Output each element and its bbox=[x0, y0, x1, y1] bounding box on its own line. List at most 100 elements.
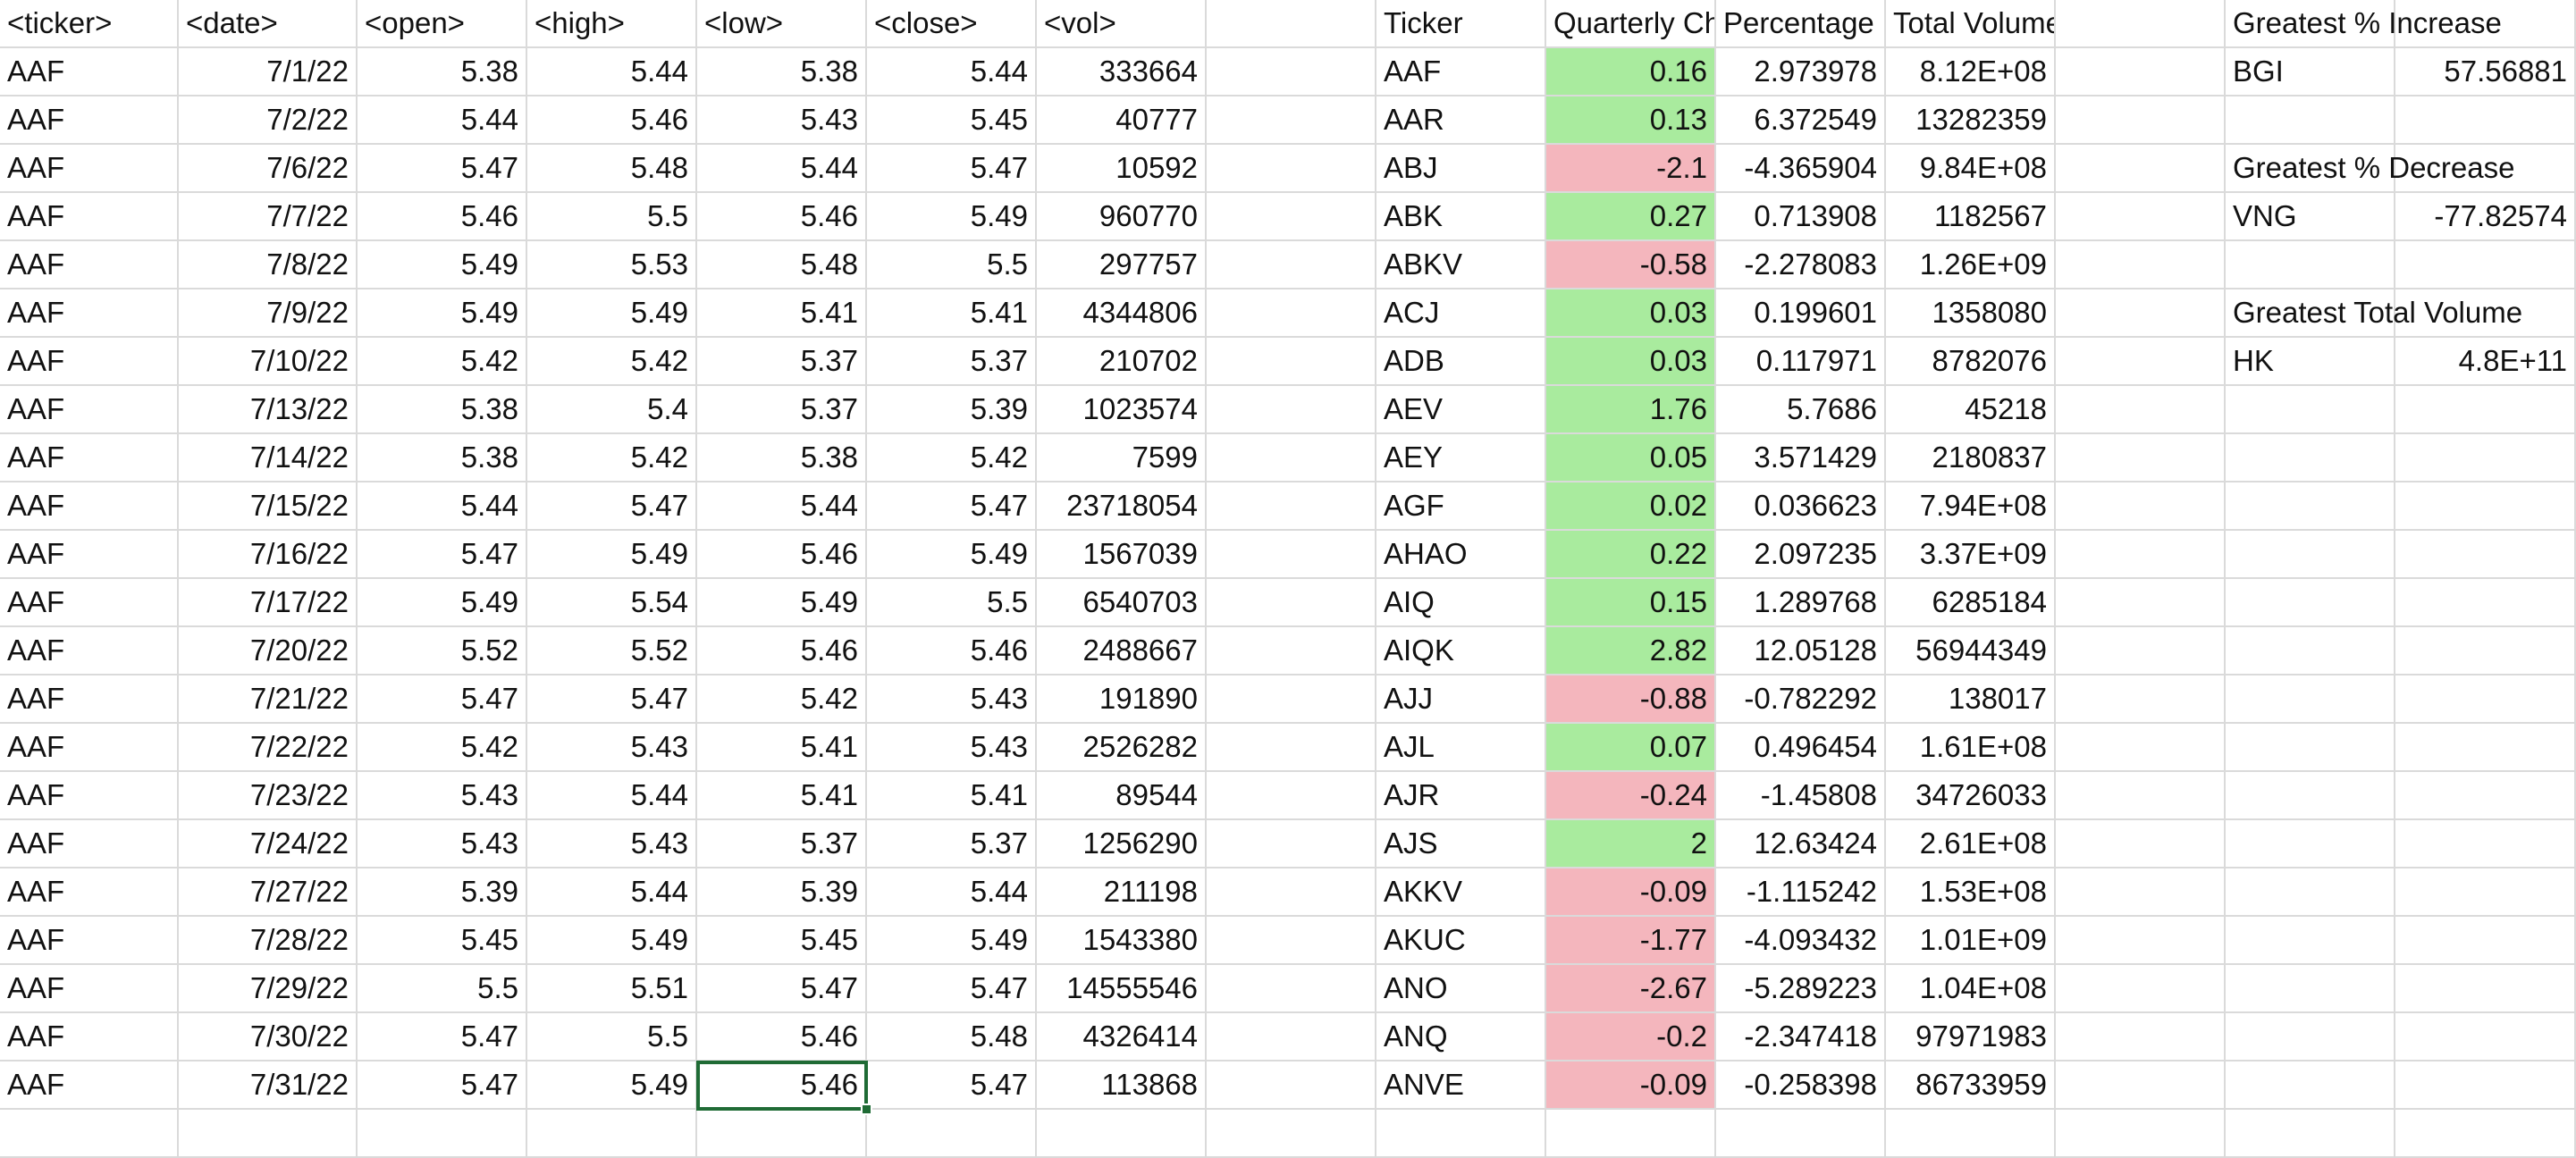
empty-cell[interactable] bbox=[1886, 1110, 2056, 1158]
raw-cell[interactable]: 5.44 bbox=[527, 48, 697, 96]
summary-header-2[interactable]: Percentage bbox=[1716, 0, 1886, 48]
summary-ticker-cell[interactable]: AIQ bbox=[1376, 579, 1546, 627]
empty-cell[interactable] bbox=[2395, 482, 2576, 531]
empty-cell[interactable] bbox=[2226, 917, 2395, 965]
empty-cell[interactable] bbox=[1207, 48, 1376, 96]
raw-cell[interactable]: 5.46 bbox=[527, 96, 697, 145]
empty-cell[interactable] bbox=[1716, 1110, 1886, 1158]
raw-cell[interactable]: 5.5 bbox=[867, 579, 1037, 627]
raw-cell[interactable]: 5.42 bbox=[867, 434, 1037, 482]
raw-cell[interactable]: 7/1/22 bbox=[179, 48, 358, 96]
empty-cell[interactable] bbox=[2226, 820, 2395, 868]
raw-cell[interactable]: 5.45 bbox=[358, 917, 527, 965]
raw-cell[interactable]: 5.49 bbox=[867, 193, 1037, 241]
raw-cell[interactable]: 5.43 bbox=[527, 724, 697, 772]
raw-cell[interactable]: 5.39 bbox=[867, 386, 1037, 434]
summary-ticker-cell[interactable]: AGF bbox=[1376, 482, 1546, 531]
total-volume-cell[interactable]: 45218 bbox=[1886, 386, 2056, 434]
empty-cell[interactable] bbox=[1207, 0, 1376, 48]
empty-cell[interactable] bbox=[2056, 1013, 2226, 1062]
raw-cell[interactable]: 4344806 bbox=[1037, 290, 1207, 338]
raw-cell[interactable]: AAF bbox=[0, 96, 179, 145]
empty-cell[interactable] bbox=[2395, 96, 2576, 145]
empty-cell[interactable] bbox=[2226, 1110, 2395, 1158]
raw-cell[interactable]: 5.43 bbox=[358, 772, 527, 820]
empty-cell[interactable] bbox=[2395, 531, 2576, 579]
raw-header-4[interactable]: <low> bbox=[697, 0, 867, 48]
raw-cell[interactable]: 5.47 bbox=[867, 965, 1037, 1013]
raw-cell[interactable]: 5.37 bbox=[867, 338, 1037, 386]
empty-cell[interactable] bbox=[1207, 1013, 1376, 1062]
raw-cell[interactable]: 333664 bbox=[1037, 48, 1207, 96]
total-volume-cell[interactable]: 86733959 bbox=[1886, 1062, 2056, 1110]
raw-cell[interactable]: 5.38 bbox=[697, 48, 867, 96]
raw-cell[interactable]: 5.42 bbox=[358, 724, 527, 772]
empty-cell[interactable] bbox=[1207, 579, 1376, 627]
empty-cell[interactable] bbox=[2056, 241, 2226, 290]
raw-cell[interactable]: 5.47 bbox=[358, 1013, 527, 1062]
raw-cell[interactable]: 5.43 bbox=[867, 724, 1037, 772]
summary-ticker-cell[interactable]: ANVE bbox=[1376, 1062, 1546, 1110]
raw-cell[interactable]: 5.4 bbox=[527, 386, 697, 434]
summary-ticker-cell[interactable]: AJR bbox=[1376, 772, 1546, 820]
empty-cell[interactable] bbox=[2056, 820, 2226, 868]
empty-cell[interactable] bbox=[2395, 772, 2576, 820]
raw-cell[interactable]: 40777 bbox=[1037, 96, 1207, 145]
raw-cell[interactable]: 7/24/22 bbox=[179, 820, 358, 868]
summary-ticker-cell[interactable]: AJJ bbox=[1376, 676, 1546, 724]
quarterly-change-cell[interactable]: 0.27 bbox=[1546, 193, 1716, 241]
raw-cell[interactable]: 1023574 bbox=[1037, 386, 1207, 434]
summary-ticker-cell[interactable]: AKUC bbox=[1376, 917, 1546, 965]
total-volume-cell[interactable]: 1.53E+08 bbox=[1886, 868, 2056, 917]
empty-cell[interactable] bbox=[2226, 627, 2395, 676]
empty-cell[interactable] bbox=[2226, 241, 2395, 290]
raw-cell[interactable]: 7/31/22 bbox=[179, 1062, 358, 1110]
quarterly-change-cell[interactable]: 0.22 bbox=[1546, 531, 1716, 579]
percentage-cell[interactable]: 6.372549 bbox=[1716, 96, 1886, 145]
raw-cell[interactable]: 5.46 bbox=[358, 193, 527, 241]
percentage-cell[interactable]: 0.036623 bbox=[1716, 482, 1886, 531]
summary-ticker-cell[interactable]: ABK bbox=[1376, 193, 1546, 241]
empty-cell[interactable] bbox=[2395, 965, 2576, 1013]
empty-cell[interactable] bbox=[2395, 579, 2576, 627]
greatest-ticker[interactable]: HK bbox=[2226, 338, 2395, 386]
empty-cell[interactable] bbox=[2395, 1062, 2576, 1110]
raw-cell[interactable]: 5.45 bbox=[867, 96, 1037, 145]
raw-cell[interactable]: 7/29/22 bbox=[179, 965, 358, 1013]
empty-cell[interactable] bbox=[2056, 965, 2226, 1013]
quarterly-change-cell[interactable]: -0.09 bbox=[1546, 1062, 1716, 1110]
total-volume-cell[interactable]: 1.04E+08 bbox=[1886, 965, 2056, 1013]
raw-cell[interactable]: AAF bbox=[0, 579, 179, 627]
raw-cell[interactable]: AAF bbox=[0, 868, 179, 917]
empty-cell[interactable] bbox=[2395, 676, 2576, 724]
raw-cell[interactable]: 5.37 bbox=[697, 386, 867, 434]
empty-cell[interactable] bbox=[2226, 579, 2395, 627]
greatest-label[interactable]: Greatest Total Volume bbox=[2226, 290, 2522, 338]
percentage-cell[interactable]: 2.097235 bbox=[1716, 531, 1886, 579]
raw-cell[interactable]: 5.49 bbox=[867, 531, 1037, 579]
empty-cell[interactable] bbox=[2056, 96, 2226, 145]
raw-cell[interactable]: 5.49 bbox=[358, 579, 527, 627]
raw-cell[interactable]: 7599 bbox=[1037, 434, 1207, 482]
raw-cell[interactable]: 7/9/22 bbox=[179, 290, 358, 338]
raw-cell[interactable]: 7/8/22 bbox=[179, 241, 358, 290]
empty-cell[interactable] bbox=[1207, 145, 1376, 193]
empty-cell[interactable] bbox=[2056, 48, 2226, 96]
empty-cell[interactable] bbox=[2226, 1013, 2395, 1062]
empty-cell[interactable] bbox=[2226, 434, 2395, 482]
raw-cell[interactable]: 7/13/22 bbox=[179, 386, 358, 434]
raw-cell[interactable]: AAF bbox=[0, 820, 179, 868]
raw-cell[interactable]: 5.41 bbox=[697, 772, 867, 820]
percentage-cell[interactable]: 2.973978 bbox=[1716, 48, 1886, 96]
raw-cell[interactable]: 7/17/22 bbox=[179, 579, 358, 627]
raw-cell[interactable]: 5.5 bbox=[358, 965, 527, 1013]
raw-cell[interactable]: 5.46 bbox=[697, 531, 867, 579]
summary-ticker-cell[interactable]: ACJ bbox=[1376, 290, 1546, 338]
empty-cell[interactable] bbox=[2056, 627, 2226, 676]
total-volume-cell[interactable]: 13282359 bbox=[1886, 96, 2056, 145]
raw-cell[interactable]: 5.52 bbox=[527, 627, 697, 676]
raw-cell[interactable]: AAF bbox=[0, 386, 179, 434]
greatest-value[interactable]: 4.8E+11 bbox=[2395, 338, 2576, 386]
summary-ticker-cell[interactable]: AKKV bbox=[1376, 868, 1546, 917]
empty-cell[interactable] bbox=[1207, 772, 1376, 820]
